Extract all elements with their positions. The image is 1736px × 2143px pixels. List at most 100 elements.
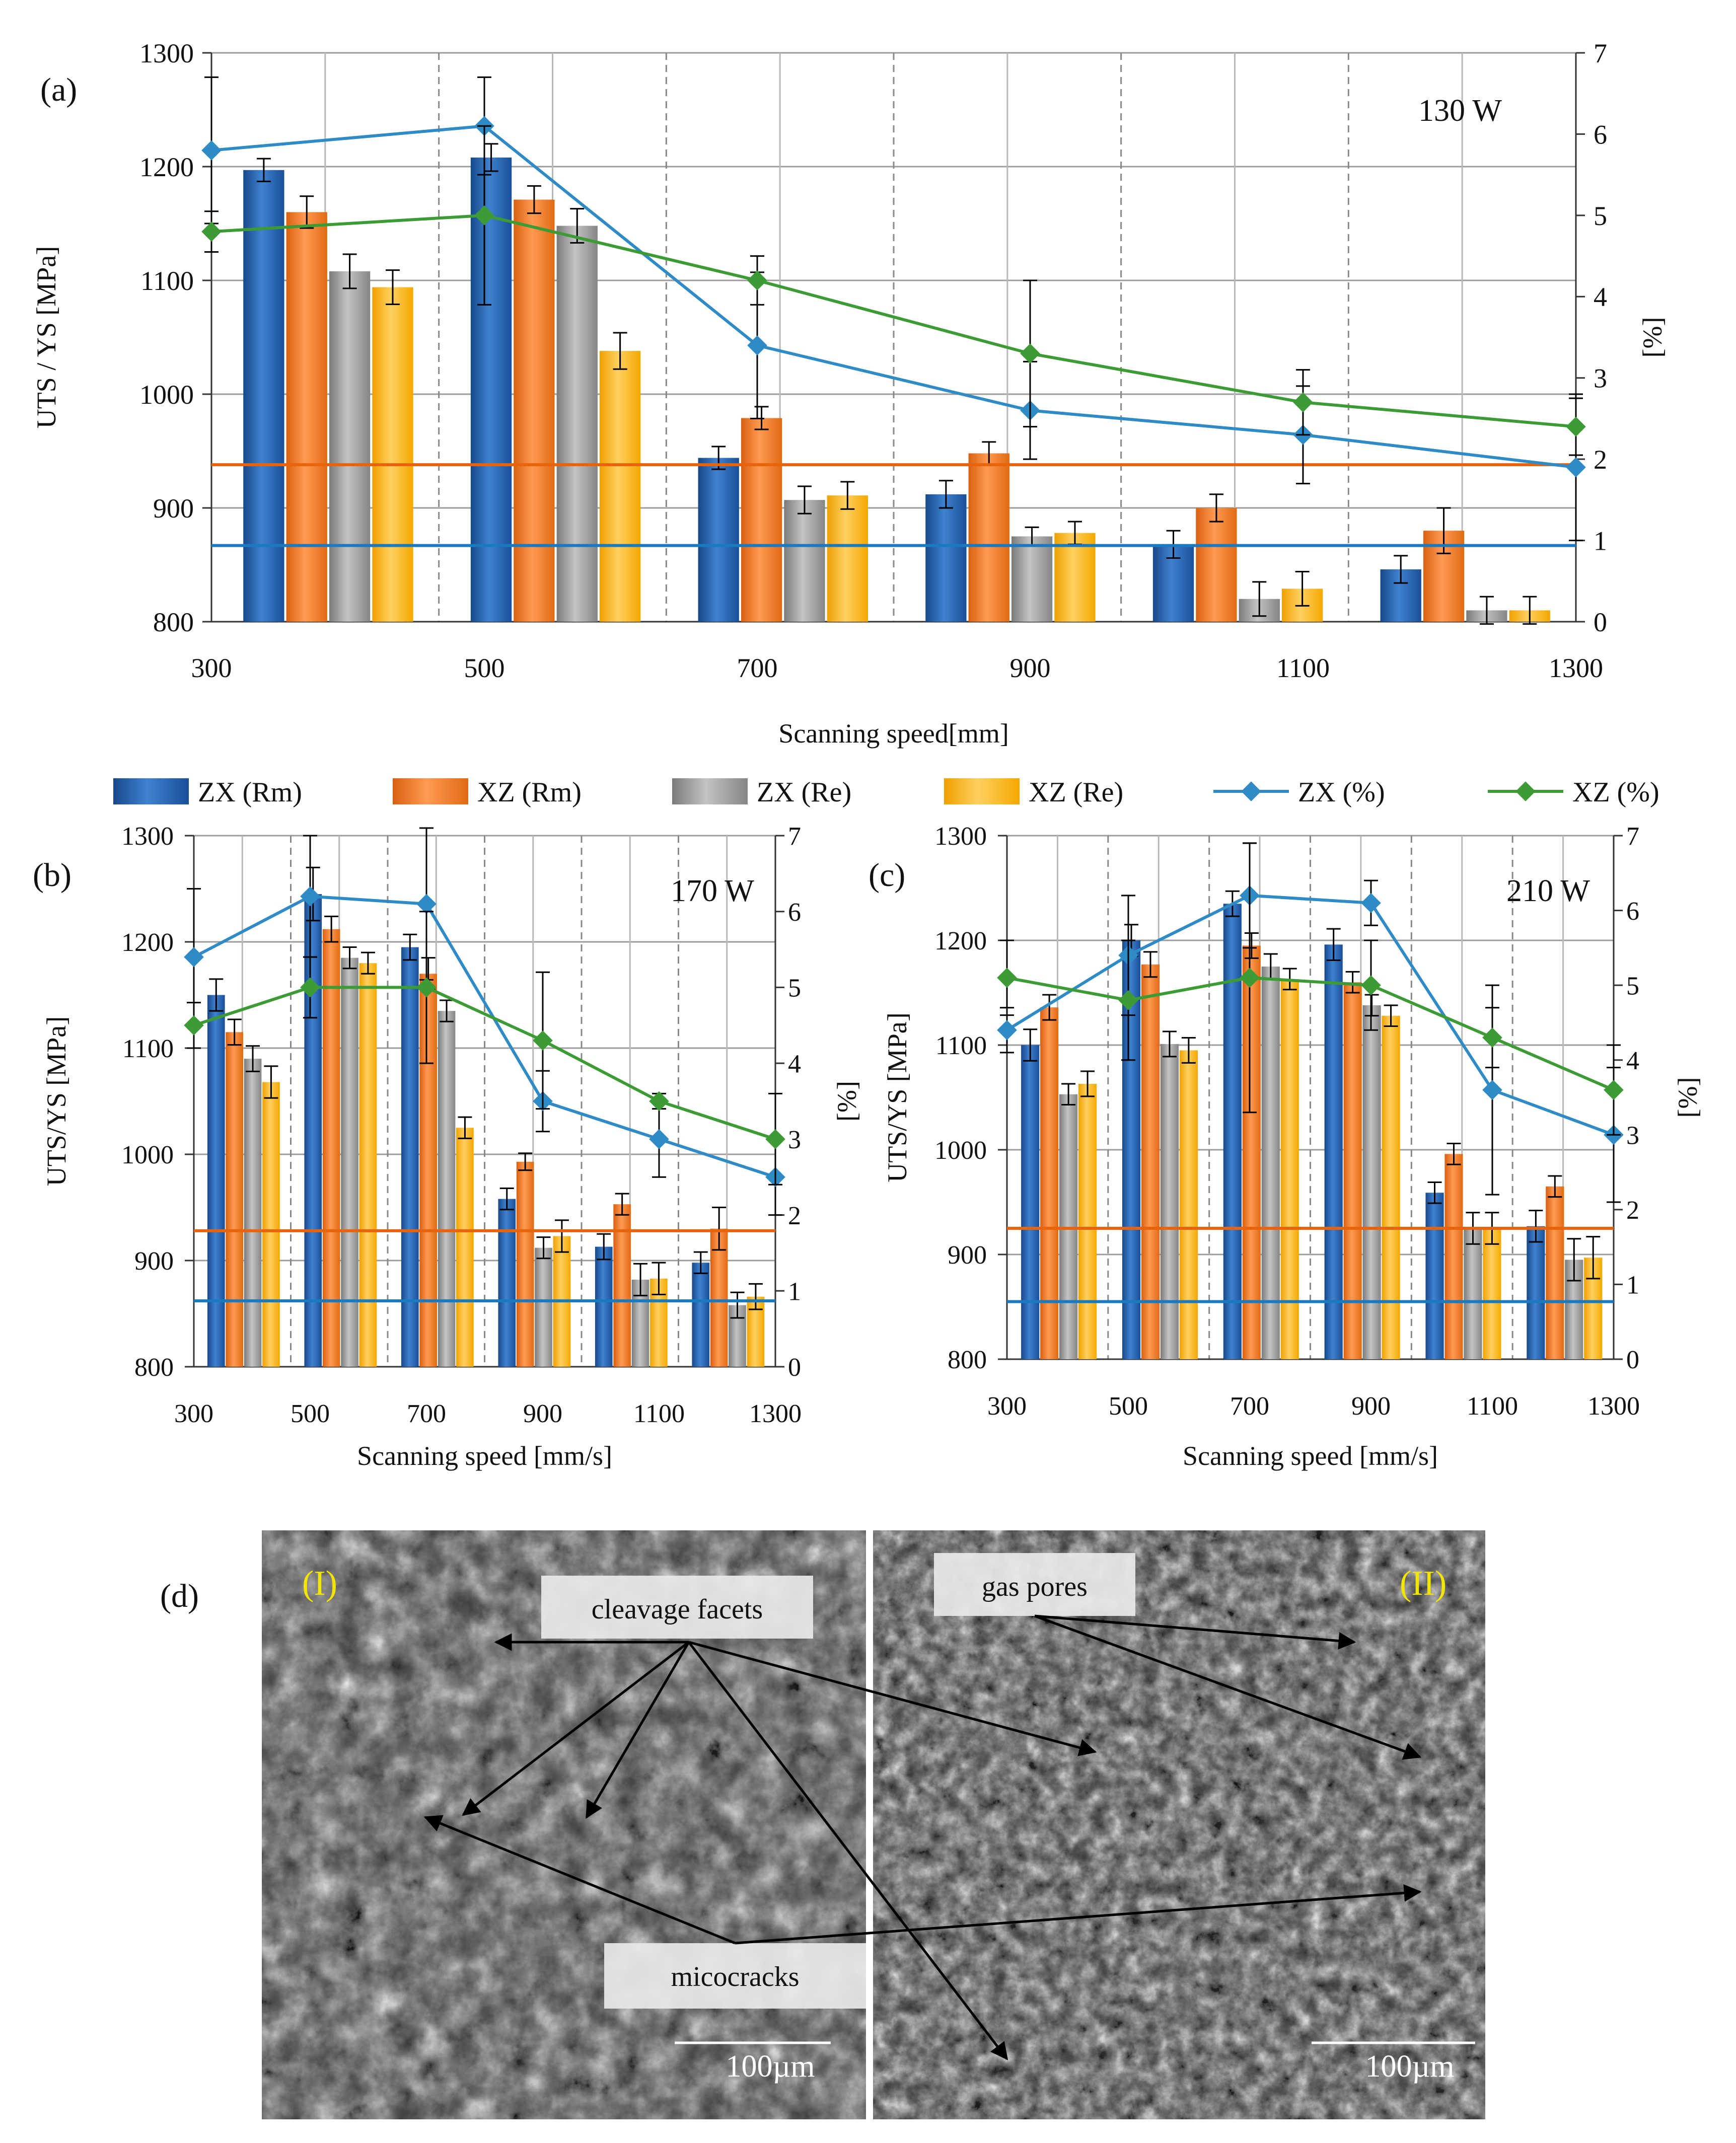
panel-label: (a) (40, 71, 77, 108)
panel-label-d: (d) (160, 1578, 199, 1614)
x-tick-label: 700 (1230, 1392, 1269, 1421)
line-marker (747, 335, 767, 355)
y-tick-label: 1200 (121, 928, 174, 957)
scale-label-left: 100µm (726, 2049, 815, 2084)
y-tick-label: 900 (134, 1247, 174, 1276)
line-marker (184, 947, 204, 967)
error-bar (1427, 1181, 1442, 1204)
bar-zx-rm--900 (498, 1199, 516, 1367)
x-tick-label: 500 (291, 1399, 330, 1428)
y2-axis-label: [%] (832, 1081, 862, 1122)
error-bar (712, 1207, 727, 1251)
line-marker (201, 221, 222, 242)
y-axis-label: UTS/YS [MPa] (41, 1016, 71, 1187)
panel-label: (c) (869, 857, 905, 894)
error-bar (1548, 1175, 1562, 1198)
error-bar (1479, 596, 1494, 625)
error-bar (1209, 493, 1223, 523)
bar-xz-re--500 (359, 963, 377, 1367)
error-bar (1181, 1037, 1196, 1064)
legend-swatch-0 (113, 778, 189, 804)
error-bar (1345, 971, 1360, 994)
bar-xz-rm--900 (1343, 982, 1362, 1359)
y2-tick-label: 1 (1594, 526, 1607, 556)
bar-zx-re--500 (1160, 1044, 1179, 1359)
arrows-cleavage (462, 1633, 1097, 2060)
error-bar (730, 1291, 745, 1319)
line-marker (1604, 1080, 1624, 1100)
error-bar (615, 1193, 629, 1216)
y2-tick-label: 4 (788, 1050, 801, 1078)
bar-zx-rm--1300 (1527, 1226, 1545, 1359)
x-tick-label: 1100 (1467, 1392, 1518, 1421)
x-axis-label: Scanning speed [mm/s] (1183, 1441, 1438, 1471)
panel-label: (b) (33, 857, 71, 894)
y2-tick-label: 6 (788, 898, 801, 927)
line-xz- (193, 986, 776, 1141)
line-marker (649, 1129, 669, 1149)
bar-zx-re--300 (1059, 1094, 1078, 1359)
error-bar (1023, 1028, 1038, 1062)
bar-zx-rm--700 (401, 947, 419, 1367)
line-marker (300, 886, 320, 907)
y2-tick-label: 3 (1626, 1121, 1639, 1150)
legend-label-3: XZ (Re) (1029, 777, 1123, 808)
bar-xz-re--1100 (1483, 1228, 1501, 1359)
micrograph-label-right: (II) (1400, 1564, 1446, 1603)
y-tick-label: 1100 (122, 1034, 174, 1063)
x-tick-label: 1100 (633, 1399, 685, 1428)
y-axis-label: UTS/YS [MPa] (882, 1012, 912, 1183)
error-bar (1446, 1143, 1461, 1165)
micrograph-panel-d: (d) (I) (II) cleavage facets gas pores m… (160, 1530, 1485, 2119)
y-tick-label: 1100 (140, 266, 194, 296)
error-bar (1326, 928, 1341, 962)
error-bar (938, 480, 953, 509)
line-zx- (1006, 894, 1615, 1137)
bar-xz-re--900 (1382, 1015, 1400, 1359)
y2-tick-label: 7 (1594, 38, 1607, 68)
y-tick-label: 900 (948, 1241, 987, 1270)
bar-xz-re--500 (599, 351, 641, 622)
error-bar (385, 269, 400, 305)
bar-zx-re--900 (1011, 536, 1053, 622)
y2-tick-label: 4 (1594, 282, 1607, 312)
line-marker (1566, 416, 1586, 437)
error-bar (1061, 1083, 1076, 1106)
y-tick-label: 1000 (121, 1141, 174, 1169)
x-tick-label: 1300 (749, 1399, 802, 1428)
bar-xz-rm--300 (226, 1032, 243, 1367)
line-marker (1118, 990, 1138, 1010)
y2-tick-label: 1 (788, 1277, 801, 1306)
error-bar (264, 1065, 278, 1099)
bar-xz-rm--500 (514, 199, 555, 622)
error-bar (227, 1018, 242, 1046)
line-marker (300, 977, 320, 998)
legend-marker-4 (1241, 781, 1261, 801)
y-tick-label: 1300 (139, 38, 194, 68)
y-tick-label: 1200 (934, 927, 987, 955)
bar-zx-rm--300 (1021, 1045, 1040, 1359)
error-bar (1244, 932, 1259, 959)
line-marker (416, 894, 437, 914)
bar-zx-re--300 (329, 271, 371, 622)
y2-tick-label: 7 (1626, 822, 1639, 851)
y2-tick-label: 2 (788, 1202, 801, 1230)
line-marker (201, 140, 222, 161)
line-marker (1361, 893, 1381, 913)
bar-zx-rm--700 (698, 458, 739, 622)
y2-tick-label: 6 (1626, 897, 1639, 926)
error-bar (840, 481, 855, 510)
error-bar (1586, 1236, 1601, 1280)
y2-tick-label: 7 (788, 822, 801, 851)
bar-xz-re--900 (1054, 533, 1096, 622)
bar-xz-rm--900 (516, 1161, 534, 1367)
line-marker (997, 968, 1017, 988)
bar-zx-rm--1100 (595, 1246, 613, 1367)
bar-zx-re--700 (438, 1011, 456, 1367)
legend-swatch-2 (672, 778, 748, 804)
y2-tick-label: 3 (788, 1126, 801, 1154)
bar-xz-rm--1300 (1546, 1186, 1564, 1359)
y2-tick-label: 0 (1594, 607, 1607, 637)
line-marker (416, 977, 437, 998)
x-tick-label: 300 (191, 653, 232, 683)
